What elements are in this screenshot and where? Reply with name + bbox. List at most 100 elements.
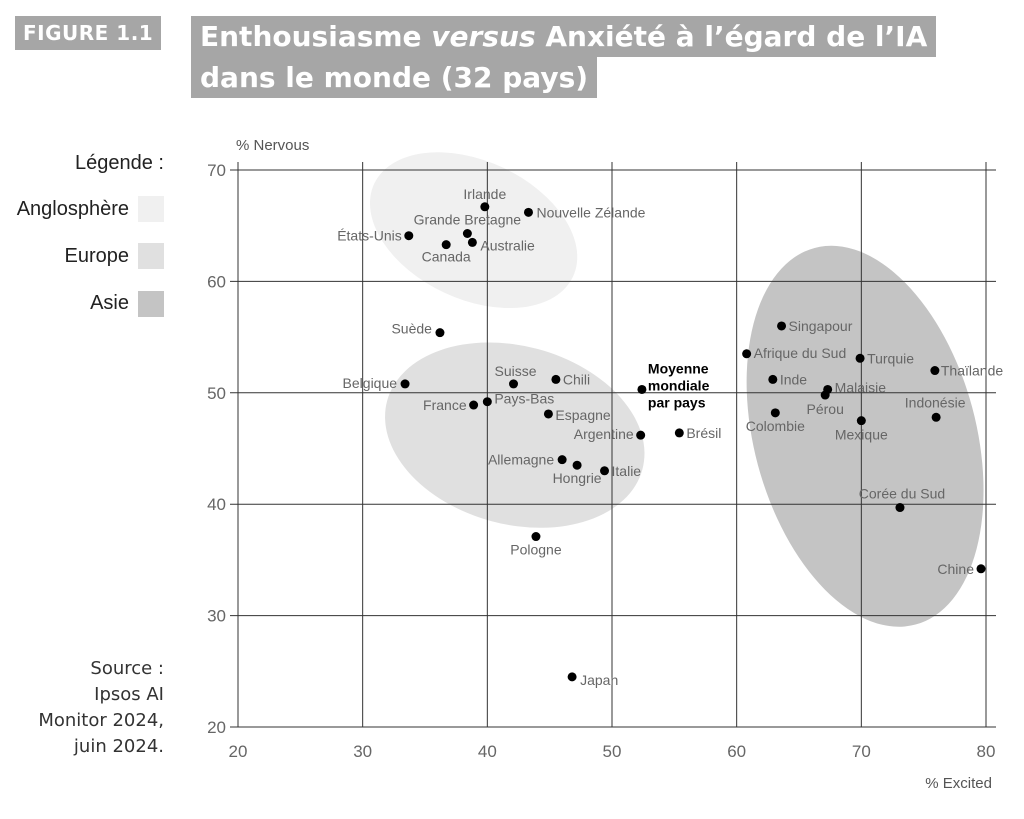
- x-tick-label: 40: [478, 742, 497, 761]
- point-thailande: [930, 366, 940, 376]
- point-label-indonesie: Indonésie: [905, 394, 966, 410]
- point-label-argentine: Argentine: [574, 426, 634, 442]
- source-line-3: Monitor 2024,: [38, 710, 164, 731]
- y-tick-label: 30: [207, 607, 226, 626]
- point-label-perou: Pérou: [807, 401, 844, 417]
- point-suisse: [509, 379, 519, 389]
- group-ellipse-asie: [746, 245, 984, 627]
- point-mexique: [856, 416, 866, 426]
- point-label-chili: Chili: [563, 371, 590, 387]
- point-label-irlande: Irlande: [463, 186, 506, 202]
- chart-title: Enthousiasme versus Anxiété à l’égard de…: [191, 16, 937, 98]
- point-label-singapour: Singapour: [789, 318, 853, 334]
- source-line-2: Ipsos AI: [94, 684, 164, 705]
- point-label-allemagne: Allemagne: [488, 452, 554, 468]
- point-australie: [467, 237, 477, 247]
- point-japan: [567, 672, 577, 682]
- point-label-moyenne-mondiale-par-pays: mondiale: [648, 377, 710, 393]
- point-label-canada: Canada: [422, 249, 471, 265]
- point-turquie: [855, 353, 865, 363]
- point-label-afrique-du-sud: Afrique du Sud: [754, 345, 847, 361]
- point-irlande: [480, 202, 490, 212]
- y-tick-label: 70: [207, 161, 226, 180]
- point-label-france: France: [423, 397, 467, 413]
- point-nouvelle-zelande: [523, 207, 533, 217]
- point-label-mexique: Mexique: [835, 427, 888, 443]
- x-tick-label: 70: [852, 742, 871, 761]
- point-moyenne-mondiale-par-pays: [637, 384, 647, 394]
- point-inde: [768, 374, 778, 384]
- y-tick-label: 20: [207, 718, 226, 737]
- point-chili: [551, 374, 561, 384]
- point-label-coree-du-sud: Corée du Sud: [859, 486, 945, 502]
- y-tick-label: 40: [207, 495, 226, 514]
- point-pologne: [531, 532, 541, 542]
- point-chine: [976, 564, 986, 574]
- point-colombie: [770, 408, 780, 418]
- point-label-espagne: Espagne: [555, 407, 610, 423]
- y-tick-label: 60: [207, 272, 226, 291]
- point-indonesie: [931, 412, 941, 422]
- y-tick-label: 50: [207, 384, 226, 403]
- x-tick-label: 50: [603, 742, 622, 761]
- legend-label-anglosphere: Anglosphère: [16, 198, 129, 220]
- point-label-belgique: Belgique: [343, 375, 398, 391]
- point-singapour: [777, 321, 787, 331]
- point-label-pologne: Pologne: [510, 542, 562, 558]
- legend-heading: Légende :: [75, 152, 164, 174]
- point-label-chine: Chine: [937, 561, 974, 577]
- x-tick-label: 60: [727, 742, 746, 761]
- legend-swatch-europe: [138, 243, 164, 269]
- point-france: [469, 400, 479, 410]
- point-canada: [441, 240, 451, 250]
- source-line-4: juin 2024.: [73, 736, 164, 757]
- point-label-australie: Australie: [480, 237, 535, 253]
- point-label-hongrie: Hongrie: [553, 470, 602, 486]
- point-label-suisse: Suisse: [494, 363, 536, 379]
- x-tick-label: 80: [977, 742, 996, 761]
- point-label-pays-bas: Pays-Bas: [494, 391, 554, 407]
- point-argentine: [636, 430, 646, 440]
- title-line-1: Enthousiasme versus Anxiété à l’égard de…: [191, 16, 937, 57]
- point-italie: [600, 466, 610, 476]
- point-label-italie: Italie: [612, 463, 642, 479]
- y-axis-label: % Nervous: [236, 137, 309, 154]
- legend-label-europe: Europe: [64, 245, 130, 267]
- point-label-suede: Suède: [391, 321, 432, 337]
- title-line-2: dans le monde (32 pays): [191, 57, 598, 98]
- point-label-grande-bretagne: Grande Bretagne: [414, 211, 522, 227]
- x-tick-label: 30: [353, 742, 372, 761]
- point-pays-bas: [482, 397, 492, 407]
- point-suede: [435, 328, 445, 338]
- point-coree-du-sud: [895, 503, 905, 513]
- point-bresil: [674, 428, 684, 438]
- point-afrique-du-sud: [742, 349, 752, 359]
- point-grande-bretagne: [462, 228, 472, 238]
- point-label-etats-unis: États-Unis: [337, 228, 402, 244]
- point-hongrie: [572, 460, 582, 470]
- point-label-turquie: Turquie: [867, 350, 914, 366]
- point-label-malaisie: Malaisie: [835, 379, 887, 395]
- source-note: Source : Ipsos AI Monitor 2024, juin 202…: [4, 656, 164, 760]
- point-label-japan: Japan: [580, 672, 618, 688]
- point-espagne: [543, 409, 553, 419]
- point-etats-unis: [404, 231, 414, 241]
- point-perou: [820, 390, 830, 400]
- title-part-a: Enthousiasme: [200, 20, 432, 53]
- point-label-inde: Inde: [780, 371, 807, 387]
- point-label-thailande: Thaïlande: [941, 363, 1003, 379]
- point-belgique: [400, 379, 410, 389]
- legend-swatch-anglosphere: [138, 196, 164, 222]
- title-part-b: versus: [431, 20, 536, 53]
- point-label-bresil: Brésil: [686, 425, 721, 441]
- point-label-colombie: Colombie: [746, 418, 805, 434]
- x-tick-label: 20: [229, 742, 248, 761]
- point-allemagne: [557, 455, 567, 465]
- legend-swatch-asie: [138, 291, 164, 317]
- group-ellipse-anglosphère: [369, 152, 578, 309]
- point-label-moyenne-mondiale-par-pays: Moyenne: [648, 360, 709, 376]
- title-part-c: Anxiété à l’égard de l’IA: [535, 20, 928, 53]
- source-line-1: Source :: [90, 658, 164, 679]
- figure-label: FIGURE 1.1: [15, 16, 162, 50]
